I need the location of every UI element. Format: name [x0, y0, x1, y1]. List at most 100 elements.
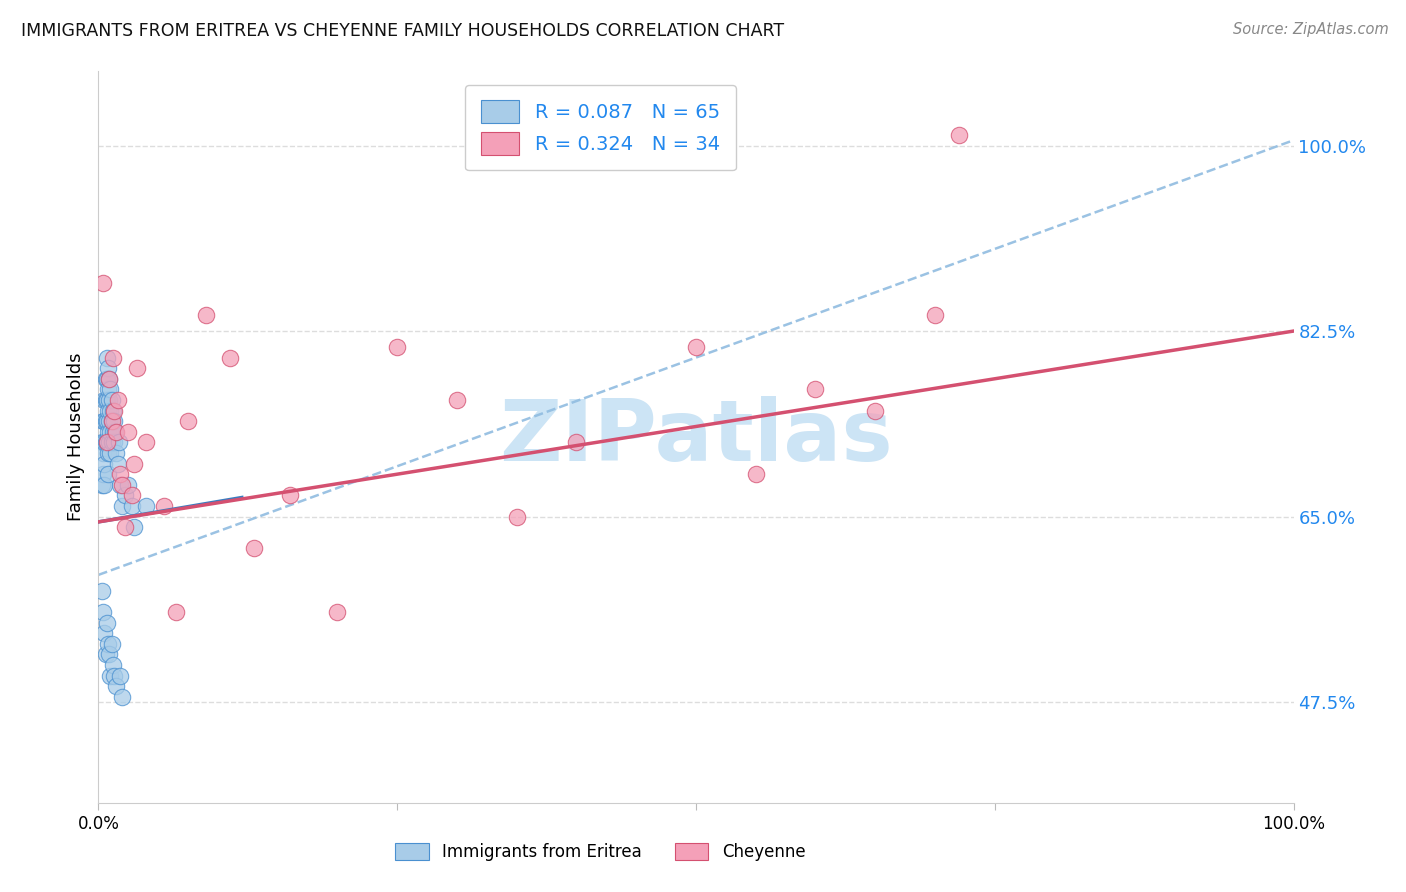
- Point: [98, 668, 122, 682]
- Point: [865, 403, 887, 417]
- Point: [121, 499, 143, 513]
- Point: [98, 446, 122, 460]
- Point: [93, 457, 115, 471]
- Point: [103, 668, 125, 682]
- Point: [100, 435, 122, 450]
- Point: [93, 392, 115, 407]
- Point: [804, 383, 827, 397]
- Point: [135, 499, 157, 513]
- Point: [565, 435, 588, 450]
- Point: [105, 446, 128, 460]
- Point: [91, 583, 114, 598]
- Point: [124, 457, 146, 471]
- Point: [96, 372, 118, 386]
- Point: [121, 488, 143, 502]
- Point: [103, 414, 125, 428]
- Point: [326, 605, 349, 619]
- Point: [924, 308, 946, 322]
- Point: [446, 392, 468, 407]
- Point: [108, 668, 131, 682]
- Point: [97, 425, 120, 439]
- Point: [93, 626, 115, 640]
- Point: [98, 383, 122, 397]
- Point: [101, 425, 124, 439]
- Point: [97, 361, 120, 376]
- Point: [108, 477, 131, 491]
- Text: IMMIGRANTS FROM ERITREA VS CHEYENNE FAMILY HOUSEHOLDS CORRELATION CHART: IMMIGRANTS FROM ERITREA VS CHEYENNE FAMI…: [21, 22, 785, 40]
- Point: [94, 414, 117, 428]
- Point: [111, 477, 134, 491]
- Point: [97, 467, 120, 482]
- Point: [98, 435, 121, 450]
- Point: [94, 648, 117, 662]
- Point: [96, 435, 118, 450]
- Y-axis label: Family Households: Family Households: [66, 353, 84, 521]
- Point: [745, 467, 768, 482]
- Point: [219, 351, 242, 365]
- Point: [125, 361, 148, 376]
- Point: [94, 435, 117, 450]
- Point: [165, 605, 187, 619]
- Point: [177, 414, 200, 428]
- Point: [506, 509, 529, 524]
- Legend: Immigrants from Eritrea, Cheyenne: Immigrants from Eritrea, Cheyenne: [388, 836, 813, 868]
- Point: [685, 340, 707, 354]
- Point: [98, 414, 121, 428]
- Point: [93, 435, 115, 450]
- Point: [91, 605, 114, 619]
- Point: [96, 435, 118, 450]
- Point: [96, 414, 118, 428]
- Point: [385, 340, 409, 354]
- Point: [111, 499, 134, 513]
- Point: [101, 351, 124, 365]
- Point: [278, 488, 301, 502]
- Point: [114, 488, 136, 502]
- Point: [108, 467, 131, 482]
- Point: [114, 520, 136, 534]
- Point: [105, 679, 128, 693]
- Point: [100, 637, 122, 651]
- Point: [98, 648, 121, 662]
- Point: [96, 351, 118, 365]
- Point: [91, 467, 114, 482]
- Point: [195, 308, 218, 322]
- Point: [135, 435, 157, 450]
- Point: [96, 615, 118, 630]
- Point: [97, 446, 120, 460]
- Point: [104, 425, 127, 439]
- Point: [91, 435, 114, 450]
- Point: [117, 477, 139, 491]
- Point: [107, 435, 129, 450]
- Point: [97, 383, 120, 397]
- Point: [100, 414, 122, 428]
- Point: [91, 277, 114, 291]
- Point: [101, 658, 124, 673]
- Point: [94, 372, 117, 386]
- Point: [96, 392, 118, 407]
- Point: [105, 425, 128, 439]
- Point: [97, 403, 120, 417]
- Point: [107, 392, 129, 407]
- Point: [98, 372, 121, 386]
- Point: [93, 414, 115, 428]
- Point: [103, 435, 125, 450]
- Point: [124, 520, 146, 534]
- Point: [98, 403, 122, 417]
- Point: [98, 425, 122, 439]
- Point: [94, 392, 117, 407]
- Point: [948, 128, 970, 142]
- Point: [100, 414, 122, 428]
- Point: [153, 499, 176, 513]
- Point: [103, 403, 125, 417]
- Point: [98, 372, 121, 386]
- Point: [93, 477, 115, 491]
- Point: [91, 414, 114, 428]
- Point: [101, 403, 124, 417]
- Text: ZIPatlas: ZIPatlas: [499, 395, 893, 479]
- Point: [91, 477, 114, 491]
- Point: [100, 392, 122, 407]
- Point: [98, 392, 121, 407]
- Point: [91, 446, 114, 460]
- Point: [111, 690, 134, 704]
- Point: [243, 541, 266, 556]
